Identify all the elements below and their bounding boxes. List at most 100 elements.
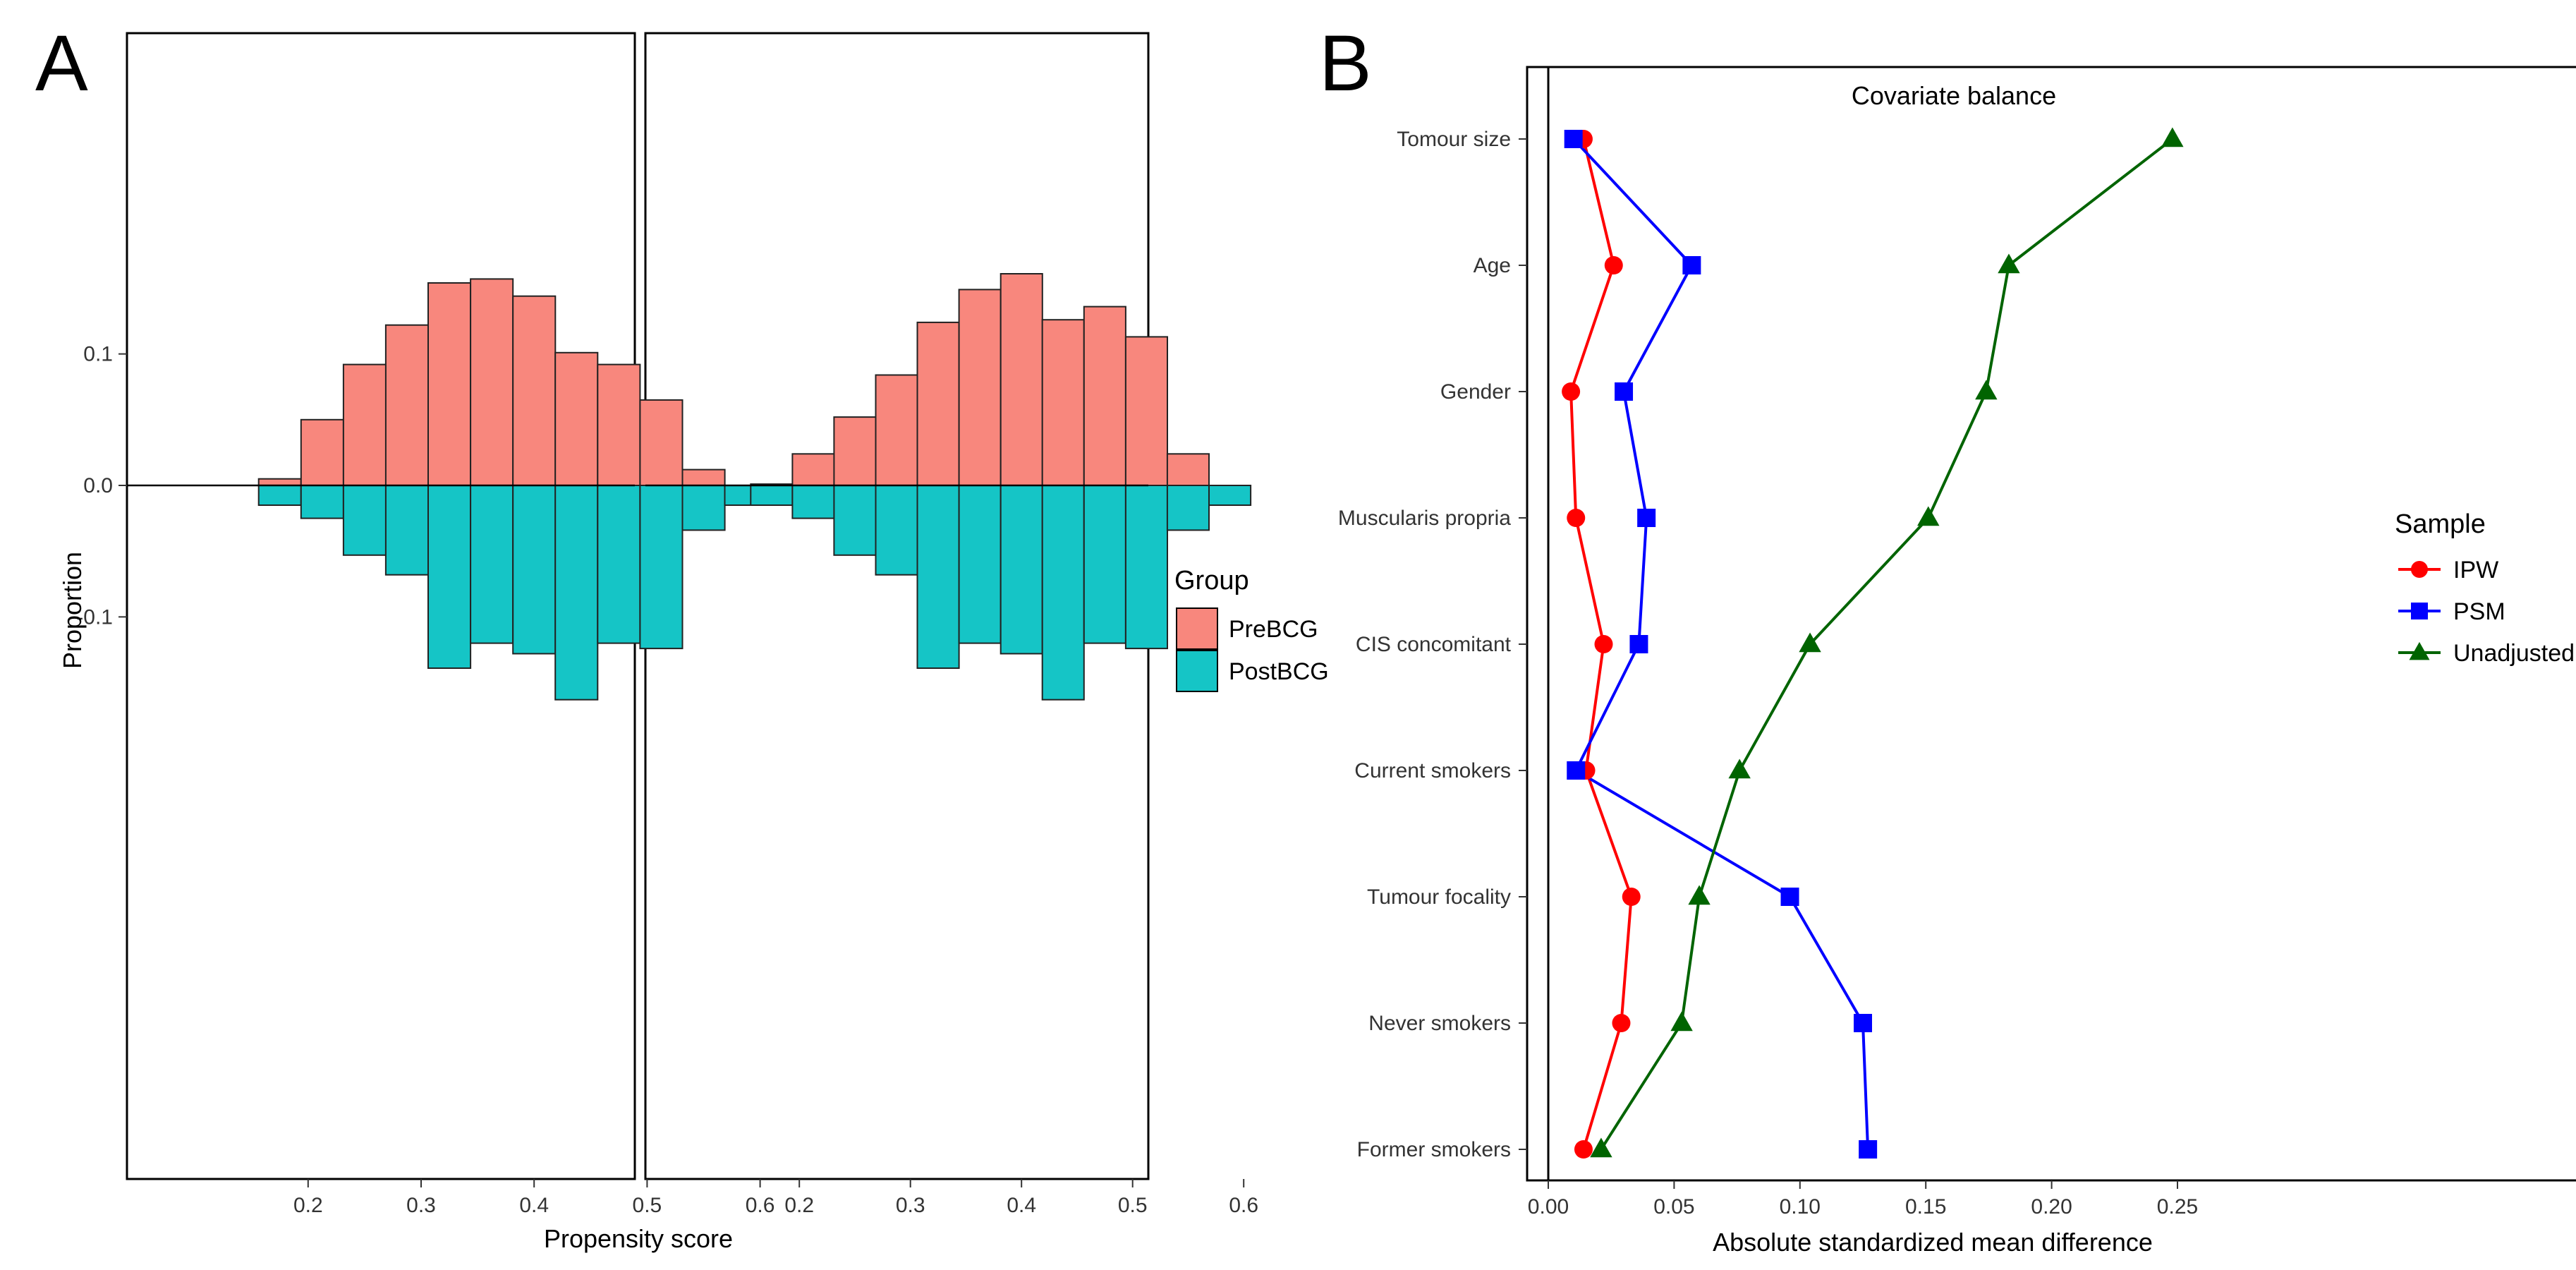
legend-marker-ipw [2411,561,2428,578]
histogram-bar-right-prebcg-7 [1041,319,1085,487]
legend-swatch-prebcg [1176,607,1218,650]
point-ipw-8 [1574,1140,1593,1159]
histogram-bar-right-postbcg-9 [1124,485,1169,650]
point-unadjusted-7 [1670,1011,1693,1032]
point-unadjusted-3 [1917,506,1940,526]
point-psm-1 [1682,256,1701,274]
category-label-3: Muscularis propria [1338,507,1511,530]
legend-label-postbcg: PostBCG [1229,658,1329,685]
panel-a-x-ticks: 0.2 0.3 0.4 0.5 0.6 0.2 0.3 0.4 0.5 0.6 [293,1179,1258,1217]
histogram-bar-right-postbcg-1 [791,485,835,519]
histogram-bar-left-prebcg-0 [257,478,302,487]
histogram-bar-left-prebcg-5 [470,278,514,486]
histogram-bar-right-postbcg-2 [833,485,877,556]
histogram-bar-left-postbcg-10 [681,485,726,531]
y-tick-label-1: 0.0 [83,474,113,497]
x-tick-label-left-3: 0.5 [633,1194,662,1217]
histogram-bar-right-postbcg-7 [1041,485,1085,701]
histogram-bar-left-prebcg-2 [342,363,387,486]
histogram-bar-left-postbcg-9 [639,485,684,650]
panel-b-title: Covariate balance [1852,81,2056,110]
point-unadjusted-0 [2161,127,2184,147]
histogram-bar-right-postbcg-5 [958,485,1002,644]
point-unadjusted-8 [1590,1137,1612,1158]
histogram-bar-right-prebcg-3 [875,374,918,486]
point-psm-5 [1567,761,1586,780]
y-tick-label-2: -0.1 [76,605,113,629]
point-ipw-6 [1622,888,1641,906]
histogram-bar-left-postbcg-0 [257,485,302,506]
legend-swatch-postbcg [1176,650,1218,692]
histogram-bar-right-postbcg-10 [1166,485,1210,531]
x-tick-label-right-1: 0.3 [896,1194,925,1217]
histogram-bar-right-prebcg-6 [1000,273,1043,486]
series-line-psm [1572,138,1870,1150]
histogram-bar-left-postbcg-4 [427,485,472,669]
b-x-tick-label-3: 0.15 [1905,1195,1946,1218]
category-label-4: CIS concomitant [1356,633,1512,656]
panel-b-series-lines [1569,138,2174,1151]
histogram-bar-left-prebcg-6 [512,295,557,486]
histogram-bar-right-prebcg-1 [791,453,835,486]
category-label-2: Gender [1440,380,1511,404]
histogram-bar-left-postbcg-8 [597,485,641,644]
panel-a-y-ticks: 0.1 0.0 -0.1 [76,343,127,629]
panel-label-b: B [1319,19,1372,107]
panel-b-x-axis-title: Absolute standardized mean difference [1713,1228,2153,1257]
point-psm-4 [1629,635,1648,653]
x-tick-label-left-2: 0.4 [519,1194,549,1217]
legend-label-prebcg: PreBCG [1229,616,1318,643]
histogram-left-bars [127,278,768,701]
histogram-bar-left-postbcg-1 [300,485,344,519]
histogram-bar-right-prebcg-9 [1124,336,1169,486]
histogram-bar-right-postbcg-6 [1000,485,1043,655]
legend-label-unadjusted: Unadjusted [2453,640,2575,667]
b-x-tick-label-2: 0.10 [1780,1195,1821,1218]
b-x-tick-label-0: 0.00 [1528,1195,1569,1218]
panel-b-y-ticks: Tomour size Age Gender Muscularis propria CI… [1338,128,1527,1161]
histogram-bar-right-postbcg-8 [1083,485,1126,644]
histogram-bar-right-postbcg-0 [750,485,794,506]
x-tick-label-left-1: 0.3 [406,1194,436,1217]
panel-a-x-axis-title: Propensity score [544,1224,733,1253]
point-unadjusted-2 [1975,380,1998,400]
category-label-5: Current smokers [1354,759,1511,782]
point-psm-7 [1854,1014,1872,1032]
histogram-bar-left-postbcg-6 [512,485,557,655]
category-label-8: Former smokers [1357,1138,1511,1161]
histogram-bar-left-prebcg-3 [384,324,430,487]
x-tick-label-right-0: 0.2 [784,1194,814,1217]
b-x-tick-label-4: 0.20 [2031,1195,2072,1218]
series-line-unadjusted [1600,138,2174,1151]
point-unadjusted-4 [1799,632,1821,653]
point-unadjusted-6 [1688,885,1711,905]
x-tick-label-right-2: 0.4 [1007,1194,1036,1217]
category-label-7: Never smokers [1368,1012,1511,1035]
panel-b-x-ticks: 0.00 0.05 0.10 0.15 0.20 0.25 [1528,1180,2198,1218]
x-tick-label-left-4: 0.6 [746,1194,775,1217]
x-tick-label-left-0: 0.2 [293,1194,323,1217]
histogram-right-bars [645,273,1252,701]
point-psm-2 [1615,382,1634,401]
point-ipw-3 [1567,509,1586,527]
histogram-bar-left-prebcg-10 [681,468,726,486]
histogram-bar-left-prebcg-7 [554,351,599,486]
category-label-1: Age [1474,254,1511,277]
b-x-tick-label-5: 0.25 [2157,1195,2198,1218]
legend-label-ipw: IPW [2453,557,2498,583]
panel-b-legend: IPW PSM Unadjusted [2398,557,2575,667]
point-unadjusted-1 [1998,253,2020,274]
point-unadjusted-5 [1728,758,1751,779]
histogram-bar-left-prebcg-8 [597,363,641,486]
histogram-bar-left-postbcg-2 [342,485,387,556]
histogram-bar-right-postbcg-11 [1208,485,1252,506]
point-psm-6 [1780,888,1799,906]
histogram-bar-left-prebcg-4 [427,282,472,486]
histogram-bar-right-postbcg-3 [875,485,918,576]
panel-b-legend-title: Sample [2395,509,2486,539]
point-ipw-2 [1562,382,1581,401]
histogram-bar-left-postbcg-5 [470,485,514,644]
point-ipw-1 [1604,256,1623,274]
histogram-bar-left-postbcg-3 [384,485,430,576]
panel-a-y-axis-title: Proportion [58,552,87,669]
